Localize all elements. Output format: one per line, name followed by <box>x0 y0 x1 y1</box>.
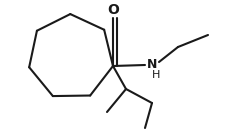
Text: N: N <box>147 59 157 72</box>
Text: O: O <box>107 3 119 17</box>
Text: H: H <box>152 70 160 80</box>
